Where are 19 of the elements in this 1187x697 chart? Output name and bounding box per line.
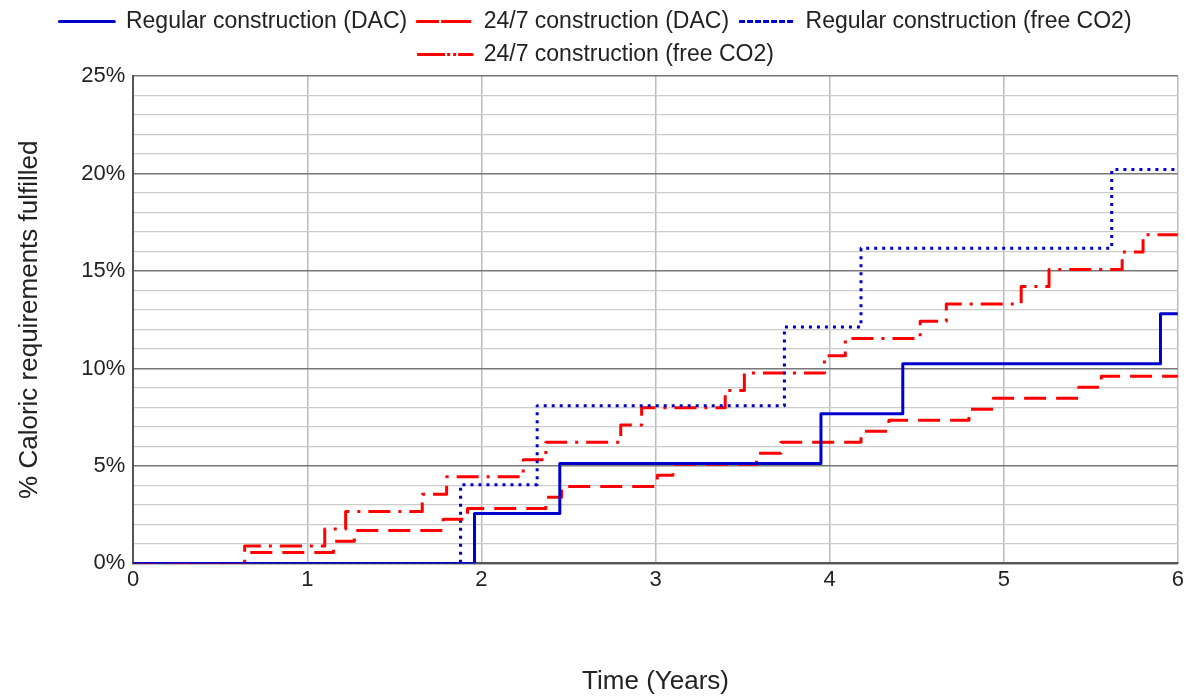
legend-label: 24/7 construction (DAC): [483, 6, 730, 33]
y-tick-label: 20%: [81, 159, 126, 185]
legend-label: 24/7 construction (free CO2): [483, 39, 774, 66]
y-tick-label: 10%: [81, 354, 126, 380]
legend-label: Regular construction (DAC): [125, 6, 408, 33]
x-axis-title: Time (Years): [582, 664, 729, 695]
y-tick-label: 15%: [81, 257, 126, 283]
x-tick-label: 2: [475, 565, 488, 591]
y-axis-title: % Caloric requirements fulfilled: [12, 140, 43, 499]
x-tick-label: 1: [301, 565, 314, 591]
x-tick-label: 0: [127, 565, 140, 591]
x-tick-label: 4: [823, 565, 836, 591]
x-tick-label: 3: [649, 565, 662, 591]
legend-label: Regular construction (free CO2): [805, 6, 1132, 33]
y-tick-label: 5%: [93, 451, 126, 477]
y-tick-label: 0%: [93, 549, 126, 575]
y-tick-label: 25%: [81, 62, 126, 88]
x-tick-label: 5: [997, 565, 1010, 591]
x-tick-label: 6: [1171, 565, 1185, 591]
